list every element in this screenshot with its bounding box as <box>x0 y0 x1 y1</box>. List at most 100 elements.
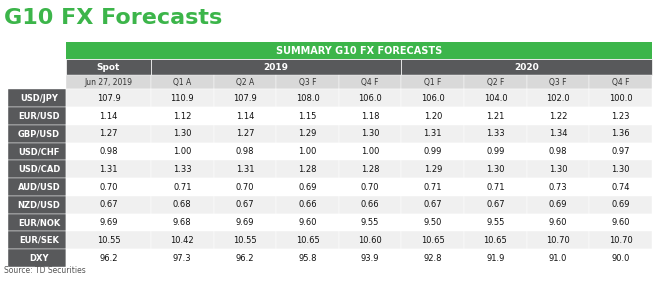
Bar <box>401 107 464 125</box>
Text: 0.98: 0.98 <box>236 147 254 156</box>
Text: EUR/SEK: EUR/SEK <box>19 236 59 245</box>
Bar <box>339 160 401 178</box>
Bar <box>8 160 66 178</box>
Bar <box>589 232 652 249</box>
Bar <box>401 75 464 90</box>
Text: 104.0: 104.0 <box>483 94 507 103</box>
Bar <box>464 249 527 267</box>
Bar <box>339 214 401 232</box>
Text: 1.00: 1.00 <box>173 147 192 156</box>
Bar <box>401 125 464 143</box>
Text: 1.30: 1.30 <box>549 165 567 174</box>
Text: 0.71: 0.71 <box>486 183 504 192</box>
Text: Source: TD Securities: Source: TD Securities <box>4 266 86 275</box>
Bar <box>151 90 214 107</box>
Text: 0.71: 0.71 <box>173 183 192 192</box>
Bar <box>151 143 214 160</box>
Bar <box>527 178 589 196</box>
Bar <box>214 232 276 249</box>
Text: 1.31: 1.31 <box>424 129 442 138</box>
Bar <box>589 107 652 125</box>
Text: 1.00: 1.00 <box>361 147 379 156</box>
Bar <box>339 90 401 107</box>
Bar <box>276 143 339 160</box>
Text: 0.67: 0.67 <box>424 200 442 209</box>
Bar <box>66 232 151 249</box>
Bar <box>589 90 652 107</box>
Bar <box>66 160 151 178</box>
Bar <box>151 232 214 249</box>
Text: 9.50: 9.50 <box>424 218 442 227</box>
Text: 0.97: 0.97 <box>611 147 630 156</box>
Bar <box>66 107 151 125</box>
Text: 1.27: 1.27 <box>99 129 117 138</box>
Bar <box>66 125 151 143</box>
Text: 100.0: 100.0 <box>609 94 632 103</box>
Bar <box>339 107 401 125</box>
Text: 1.20: 1.20 <box>424 112 442 121</box>
Bar <box>464 107 527 125</box>
Text: 1.33: 1.33 <box>173 165 192 174</box>
Text: 10.70: 10.70 <box>609 236 632 245</box>
Text: 0.70: 0.70 <box>99 183 117 192</box>
Bar <box>464 232 527 249</box>
Bar <box>527 249 589 267</box>
Text: 0.67: 0.67 <box>236 200 255 209</box>
Bar <box>527 160 589 178</box>
Bar <box>589 143 652 160</box>
Text: 9.60: 9.60 <box>611 218 630 227</box>
Text: Q3 F: Q3 F <box>298 78 316 87</box>
Text: 0.68: 0.68 <box>173 200 192 209</box>
Bar <box>214 90 276 107</box>
Text: 1.12: 1.12 <box>173 112 192 121</box>
Bar <box>214 249 276 267</box>
Text: 91.9: 91.9 <box>486 254 504 263</box>
Text: Q2 A: Q2 A <box>236 78 254 87</box>
Text: 0.74: 0.74 <box>611 183 630 192</box>
Text: 1.27: 1.27 <box>236 129 254 138</box>
Bar <box>527 107 589 125</box>
Text: 107.9: 107.9 <box>233 94 256 103</box>
Bar <box>8 143 66 160</box>
Bar <box>276 160 339 178</box>
Bar <box>214 143 276 160</box>
Text: 0.66: 0.66 <box>361 200 379 209</box>
Bar <box>151 125 214 143</box>
Bar <box>66 90 151 107</box>
Bar <box>66 196 151 214</box>
Text: 97.3: 97.3 <box>173 254 192 263</box>
Text: EUR/USD: EUR/USD <box>18 112 60 121</box>
Text: SUMMARY G10 FX FORECASTS: SUMMARY G10 FX FORECASTS <box>276 46 442 56</box>
Bar <box>339 125 401 143</box>
Text: 9.60: 9.60 <box>549 218 567 227</box>
Bar <box>276 249 339 267</box>
Text: 106.0: 106.0 <box>358 94 382 103</box>
Text: 0.98: 0.98 <box>99 147 117 156</box>
Bar <box>8 107 66 125</box>
Bar <box>527 232 589 249</box>
Bar <box>527 75 589 90</box>
Text: 1.29: 1.29 <box>424 165 442 174</box>
Bar <box>276 178 339 196</box>
Text: 1.23: 1.23 <box>611 112 630 121</box>
Text: Spot: Spot <box>97 63 120 72</box>
Bar <box>66 75 151 90</box>
Bar <box>66 249 151 267</box>
Text: 0.99: 0.99 <box>424 147 442 156</box>
Bar <box>339 249 401 267</box>
Text: 10.55: 10.55 <box>96 236 120 245</box>
Bar <box>589 214 652 232</box>
Bar <box>401 90 464 107</box>
Text: EUR/NOK: EUR/NOK <box>18 218 60 227</box>
Text: Q4 F: Q4 F <box>361 78 379 87</box>
Text: 90.0: 90.0 <box>611 254 630 263</box>
Bar <box>151 60 401 75</box>
Text: 0.69: 0.69 <box>298 183 317 192</box>
Text: AUD/USD: AUD/USD <box>18 183 60 192</box>
Bar <box>214 160 276 178</box>
Text: 10.70: 10.70 <box>546 236 570 245</box>
Bar <box>527 196 589 214</box>
Bar <box>464 143 527 160</box>
Text: 0.69: 0.69 <box>549 200 567 209</box>
Bar <box>151 196 214 214</box>
